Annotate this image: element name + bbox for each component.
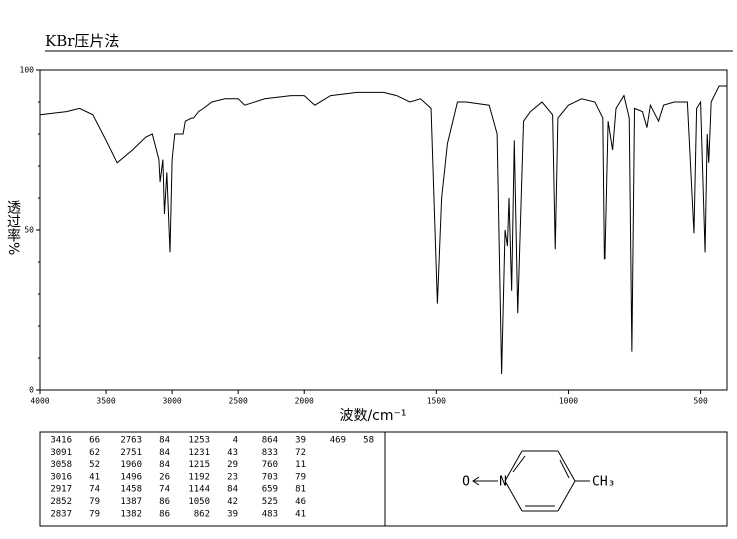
peak-transmittance: 86 bbox=[159, 509, 170, 519]
peak-transmittance: 29 bbox=[227, 460, 238, 470]
y-tick-label: 100 bbox=[20, 66, 35, 75]
x-tick-label: 500 bbox=[693, 397, 708, 406]
peak-wavenumber: 1960 bbox=[120, 460, 142, 470]
peak-transmittance: 84 bbox=[159, 448, 170, 458]
peak-wavenumber: 483 bbox=[262, 509, 278, 519]
peak-transmittance: 81 bbox=[295, 485, 306, 495]
table-frame bbox=[39, 431, 728, 527]
peak-transmittance: 72 bbox=[295, 448, 306, 458]
peak-transmittance: 39 bbox=[227, 509, 238, 519]
peak-transmittance: 74 bbox=[159, 485, 170, 495]
x-tick-label: 2500 bbox=[229, 397, 248, 406]
peak-wavenumber: 1231 bbox=[188, 448, 210, 458]
peak-transmittance: 74 bbox=[89, 485, 100, 495]
bond bbox=[504, 450, 523, 482]
peak-wavenumber: 2917 bbox=[50, 485, 72, 495]
peak-transmittance: 79 bbox=[89, 509, 100, 519]
peak-wavenumber: 1144 bbox=[188, 485, 210, 495]
peak-transmittance: 52 bbox=[89, 460, 100, 470]
x-tick-label: 3500 bbox=[96, 397, 115, 406]
peak-wavenumber: 864 bbox=[262, 436, 278, 446]
peak-wavenumber: 1496 bbox=[120, 472, 142, 482]
x-tick-label: 4000 bbox=[30, 397, 49, 406]
peak-transmittance: 42 bbox=[227, 497, 238, 507]
x-tick-label: 1000 bbox=[559, 397, 578, 406]
chart-title: KBr压片法 bbox=[45, 32, 119, 50]
atom-label: N bbox=[499, 475, 507, 490]
peak-wavenumber: 862 bbox=[194, 509, 210, 519]
peak-transmittance: 23 bbox=[227, 472, 238, 482]
peak-transmittance: 66 bbox=[89, 436, 100, 446]
peak-wavenumber: 1387 bbox=[120, 497, 142, 507]
peak-wavenumber: 659 bbox=[262, 485, 278, 495]
peak-wavenumber: 1458 bbox=[120, 485, 142, 495]
peak-transmittance: 84 bbox=[159, 460, 170, 470]
peak-transmittance: 79 bbox=[295, 472, 306, 482]
peak-wavenumber: 2837 bbox=[50, 509, 72, 519]
peak-transmittance: 43 bbox=[227, 448, 238, 458]
peak-wavenumber: 1192 bbox=[188, 472, 210, 482]
peak-wavenumber: 2751 bbox=[120, 448, 142, 458]
peak-wavenumber: 2852 bbox=[50, 497, 72, 507]
bond bbox=[504, 480, 523, 512]
peak-transmittance: 41 bbox=[295, 509, 306, 519]
spectrum-line bbox=[39, 85, 727, 375]
y-tick-label: 0 bbox=[29, 386, 34, 395]
peak-transmittance: 62 bbox=[89, 448, 100, 458]
peak-transmittance: 11 bbox=[295, 460, 306, 470]
bond bbox=[557, 480, 576, 512]
peak-wavenumber: 525 bbox=[262, 497, 278, 507]
peak-wavenumber: 1050 bbox=[188, 497, 210, 507]
arrow-head bbox=[472, 476, 480, 486]
peak-transmittance: 86 bbox=[159, 497, 170, 507]
peak-wavenumber: 3091 bbox=[50, 448, 72, 458]
bond bbox=[557, 450, 576, 482]
peak-wavenumber: 3016 bbox=[50, 472, 72, 482]
peak-transmittance: 84 bbox=[159, 436, 170, 446]
peak-wavenumber: 2763 bbox=[120, 436, 142, 446]
peak-transmittance: 58 bbox=[363, 436, 374, 446]
peak-transmittance: 41 bbox=[89, 472, 100, 482]
double-bond bbox=[559, 459, 570, 479]
peak-wavenumber: 703 bbox=[262, 472, 278, 482]
peak-transmittance: 4 bbox=[233, 436, 238, 446]
peak-wavenumber: 1215 bbox=[188, 460, 210, 470]
peak-wavenumber: 469 bbox=[330, 436, 346, 446]
structure bbox=[472, 450, 590, 512]
peak-wavenumber: 1253 bbox=[188, 436, 210, 446]
x-tick-label: 3000 bbox=[162, 397, 181, 406]
peak-wavenumber: 1382 bbox=[120, 509, 142, 519]
atom-label: CH₃ bbox=[592, 475, 615, 490]
peak-wavenumber: 3058 bbox=[50, 460, 72, 470]
peak-wavenumber: 833 bbox=[262, 448, 278, 458]
atom-label: O bbox=[462, 475, 470, 490]
plot-frame bbox=[39, 69, 728, 391]
y-tick-label: 50 bbox=[24, 226, 34, 235]
x-axis-label: 波数/cm⁻¹ bbox=[339, 408, 406, 424]
peak-transmittance: 79 bbox=[89, 497, 100, 507]
peak-wavenumber: 760 bbox=[262, 460, 278, 470]
double-bond bbox=[512, 455, 526, 473]
x-tick-label: 2000 bbox=[295, 397, 314, 406]
peak-transmittance: 26 bbox=[159, 472, 170, 482]
peak-transmittance: 39 bbox=[295, 436, 306, 446]
y-axis-label: 透过率% bbox=[5, 200, 21, 255]
peak-transmittance: 84 bbox=[227, 485, 238, 495]
peak-wavenumber: 3416 bbox=[50, 436, 72, 446]
x-tick-label: 1500 bbox=[427, 397, 446, 406]
peak-transmittance: 46 bbox=[295, 497, 306, 507]
